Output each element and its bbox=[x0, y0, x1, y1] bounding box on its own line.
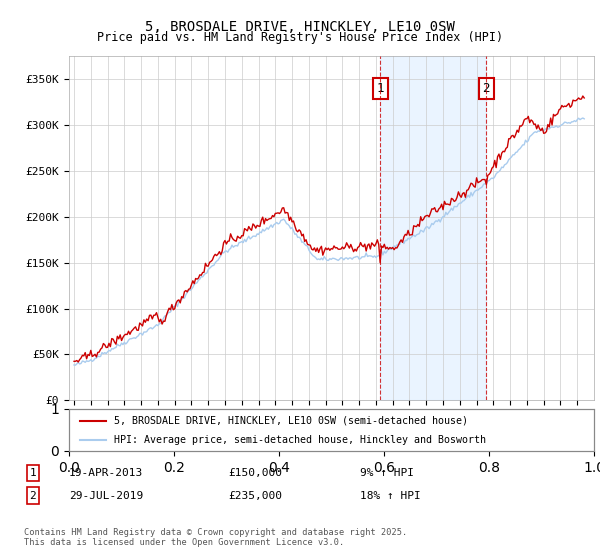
Text: 29-JUL-2019: 29-JUL-2019 bbox=[69, 491, 143, 501]
Text: Price paid vs. HM Land Registry's House Price Index (HPI): Price paid vs. HM Land Registry's House … bbox=[97, 31, 503, 44]
Text: 19-APR-2013: 19-APR-2013 bbox=[69, 468, 143, 478]
Text: Contains HM Land Registry data © Crown copyright and database right 2025.
This d: Contains HM Land Registry data © Crown c… bbox=[24, 528, 407, 547]
Text: 5, BROSDALE DRIVE, HINCKLEY, LE10 0SW (semi-detached house): 5, BROSDALE DRIVE, HINCKLEY, LE10 0SW (s… bbox=[113, 416, 467, 426]
Text: £235,000: £235,000 bbox=[228, 491, 282, 501]
Text: HPI: Average price, semi-detached house, Hinckley and Bosworth: HPI: Average price, semi-detached house,… bbox=[113, 435, 485, 445]
Text: 5, BROSDALE DRIVE, HINCKLEY, LE10 0SW: 5, BROSDALE DRIVE, HINCKLEY, LE10 0SW bbox=[145, 20, 455, 34]
Text: 2: 2 bbox=[29, 491, 37, 501]
Text: 1: 1 bbox=[29, 468, 37, 478]
Text: 1: 1 bbox=[376, 82, 384, 95]
Text: 18% ↑ HPI: 18% ↑ HPI bbox=[360, 491, 421, 501]
Text: 2: 2 bbox=[482, 82, 490, 95]
Text: 9% ↑ HPI: 9% ↑ HPI bbox=[360, 468, 414, 478]
Text: £150,000: £150,000 bbox=[228, 468, 282, 478]
